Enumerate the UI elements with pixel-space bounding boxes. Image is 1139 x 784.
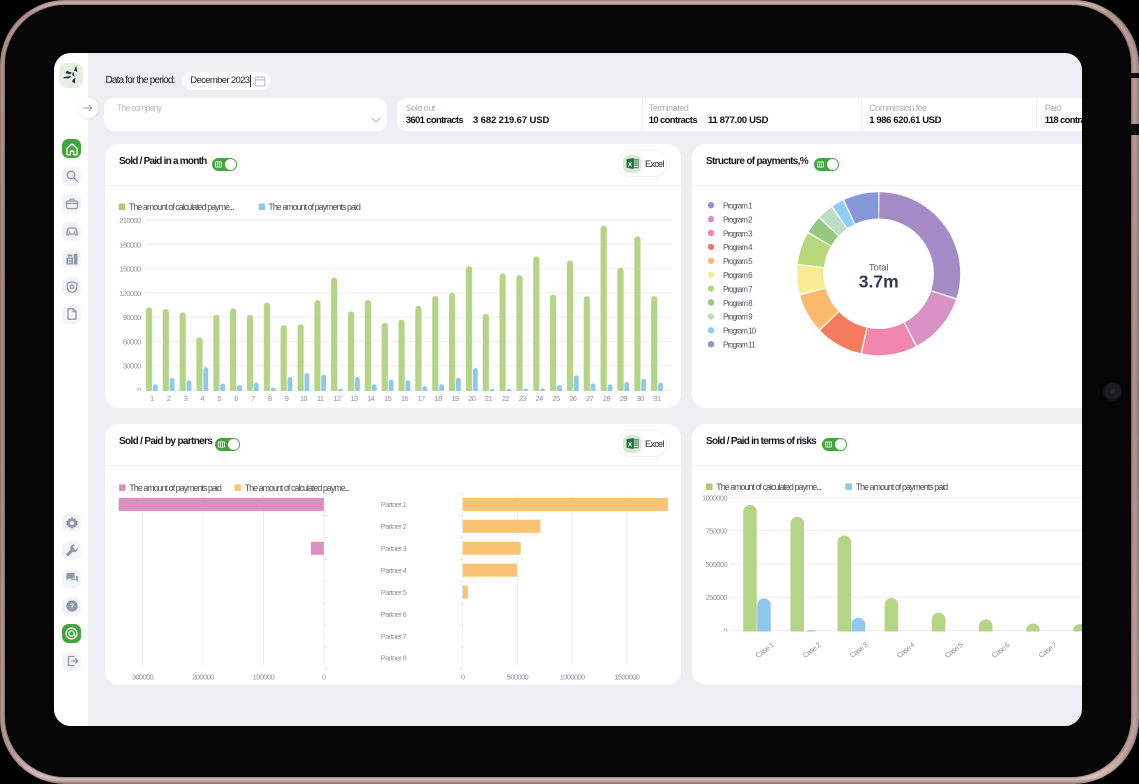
svg-text:3: 3 <box>184 394 188 403</box>
svg-text:300000: 300000 <box>132 673 154 682</box>
svg-text:14: 14 <box>367 394 375 403</box>
svg-text:210000: 210000 <box>119 216 141 225</box>
svg-text:26: 26 <box>569 394 577 403</box>
svg-text:X: X <box>627 161 632 168</box>
svg-text:750000: 750000 <box>706 527 728 536</box>
svg-text:Program 8: Program 8 <box>723 299 753 308</box>
svg-text:Program 6: Program 6 <box>723 271 753 280</box>
svg-text:Case 5: Case 5 <box>943 640 965 660</box>
svg-text:X: X <box>627 441 632 448</box>
svg-text:120000: 120000 <box>119 289 141 298</box>
svg-text:13: 13 <box>350 394 358 403</box>
svg-text:19: 19 <box>451 394 459 403</box>
svg-text:180000: 180000 <box>119 240 141 249</box>
svg-text:25: 25 <box>552 394 560 403</box>
svg-text:1: 1 <box>150 394 154 403</box>
svg-text:200000: 200000 <box>192 673 214 682</box>
svg-text:The amount of calculated payme: The amount of calculated payme... <box>245 483 350 493</box>
svg-text:Partner 3: Partner 3 <box>381 544 407 553</box>
svg-text:12: 12 <box>333 394 341 403</box>
svg-text:30000: 30000 <box>123 362 141 371</box>
svg-text:21: 21 <box>485 394 493 403</box>
svg-text:1000000: 1000000 <box>560 673 585 682</box>
svg-text:27: 27 <box>586 394 594 403</box>
svg-text:6: 6 <box>234 394 238 403</box>
svg-text:60000: 60000 <box>123 337 141 346</box>
svg-text:8: 8 <box>268 394 272 403</box>
svg-text:16: 16 <box>401 394 409 403</box>
svg-text:15: 15 <box>384 394 392 403</box>
svg-text:500000: 500000 <box>507 673 529 682</box>
svg-text:7: 7 <box>251 394 255 403</box>
svg-text:3.7m: 3.7m <box>859 272 899 292</box>
svg-text:Program 4: Program 4 <box>723 243 753 252</box>
svg-text:The amount of payments paid: The amount of payments paid <box>856 482 949 492</box>
svg-text:0: 0 <box>137 386 141 395</box>
svg-text:23: 23 <box>519 394 527 403</box>
svg-text:Program 11: Program 11 <box>723 341 756 350</box>
svg-text:Program 9: Program 9 <box>723 313 753 322</box>
svg-text:Program 5: Program 5 <box>723 257 753 266</box>
svg-text:90000: 90000 <box>123 313 141 322</box>
svg-text:10: 10 <box>300 394 308 403</box>
svg-text:4: 4 <box>201 394 205 403</box>
svg-text:The amount of payments paid: The amount of payments paid <box>129 483 222 493</box>
svg-text:?: ? <box>69 602 74 611</box>
svg-text:Total: Total <box>869 262 889 273</box>
svg-text:The amount of calculated payme: The amount of calculated payme... <box>129 202 234 212</box>
svg-text:Partner 7: Partner 7 <box>381 632 407 641</box>
svg-text:500000: 500000 <box>706 560 728 569</box>
svg-text:150000: 150000 <box>119 265 141 274</box>
svg-text:Program 2: Program 2 <box>723 215 753 224</box>
svg-text:0: 0 <box>461 673 465 682</box>
svg-text:24: 24 <box>536 394 544 403</box>
svg-text:Partner 6: Partner 6 <box>381 610 407 619</box>
svg-text:29: 29 <box>620 394 628 403</box>
svg-text:Case 6: Case 6 <box>990 640 1012 660</box>
svg-text:11: 11 <box>317 394 324 403</box>
svg-text:100000: 100000 <box>253 673 275 682</box>
svg-text:17: 17 <box>418 394 426 403</box>
svg-text:Case 4: Case 4 <box>895 640 917 660</box>
svg-text:18: 18 <box>435 394 443 403</box>
svg-text:5: 5 <box>217 394 221 403</box>
svg-text:1500000: 1500000 <box>614 673 639 682</box>
svg-text:30: 30 <box>637 394 645 403</box>
svg-text:Partner 1: Partner 1 <box>381 500 407 509</box>
svg-text:20: 20 <box>468 394 476 403</box>
svg-text:0: 0 <box>723 627 727 636</box>
svg-text:250000: 250000 <box>706 593 728 602</box>
svg-text:Case 1: Case 1 <box>754 640 776 660</box>
svg-text:1000000: 1000000 <box>702 493 727 502</box>
svg-text:Partner 5: Partner 5 <box>381 588 407 597</box>
svg-text:Program 10: Program 10 <box>723 327 757 336</box>
svg-text:9: 9 <box>285 394 289 403</box>
svg-text:0: 0 <box>322 673 326 682</box>
svg-text:Program 3: Program 3 <box>723 229 753 238</box>
svg-text:22: 22 <box>502 394 510 403</box>
svg-text:Case 3: Case 3 <box>848 640 870 660</box>
svg-text:Program 7: Program 7 <box>723 285 753 294</box>
svg-text:Partner 8: Partner 8 <box>381 654 407 663</box>
svg-text:Case 2: Case 2 <box>801 640 823 660</box>
svg-text:Partner 4: Partner 4 <box>381 566 407 575</box>
svg-text:31: 31 <box>653 394 661 403</box>
svg-text:Program 1: Program 1 <box>723 202 753 211</box>
svg-text:The amount of payments paid: The amount of payments paid <box>268 202 361 212</box>
svg-text:Case 7: Case 7 <box>1037 640 1059 660</box>
svg-text:2: 2 <box>167 394 171 403</box>
svg-text:28: 28 <box>603 394 611 403</box>
svg-text:The amount of calculated payme: The amount of calculated payme... <box>716 482 821 492</box>
svg-text:Partner 2: Partner 2 <box>381 522 407 531</box>
